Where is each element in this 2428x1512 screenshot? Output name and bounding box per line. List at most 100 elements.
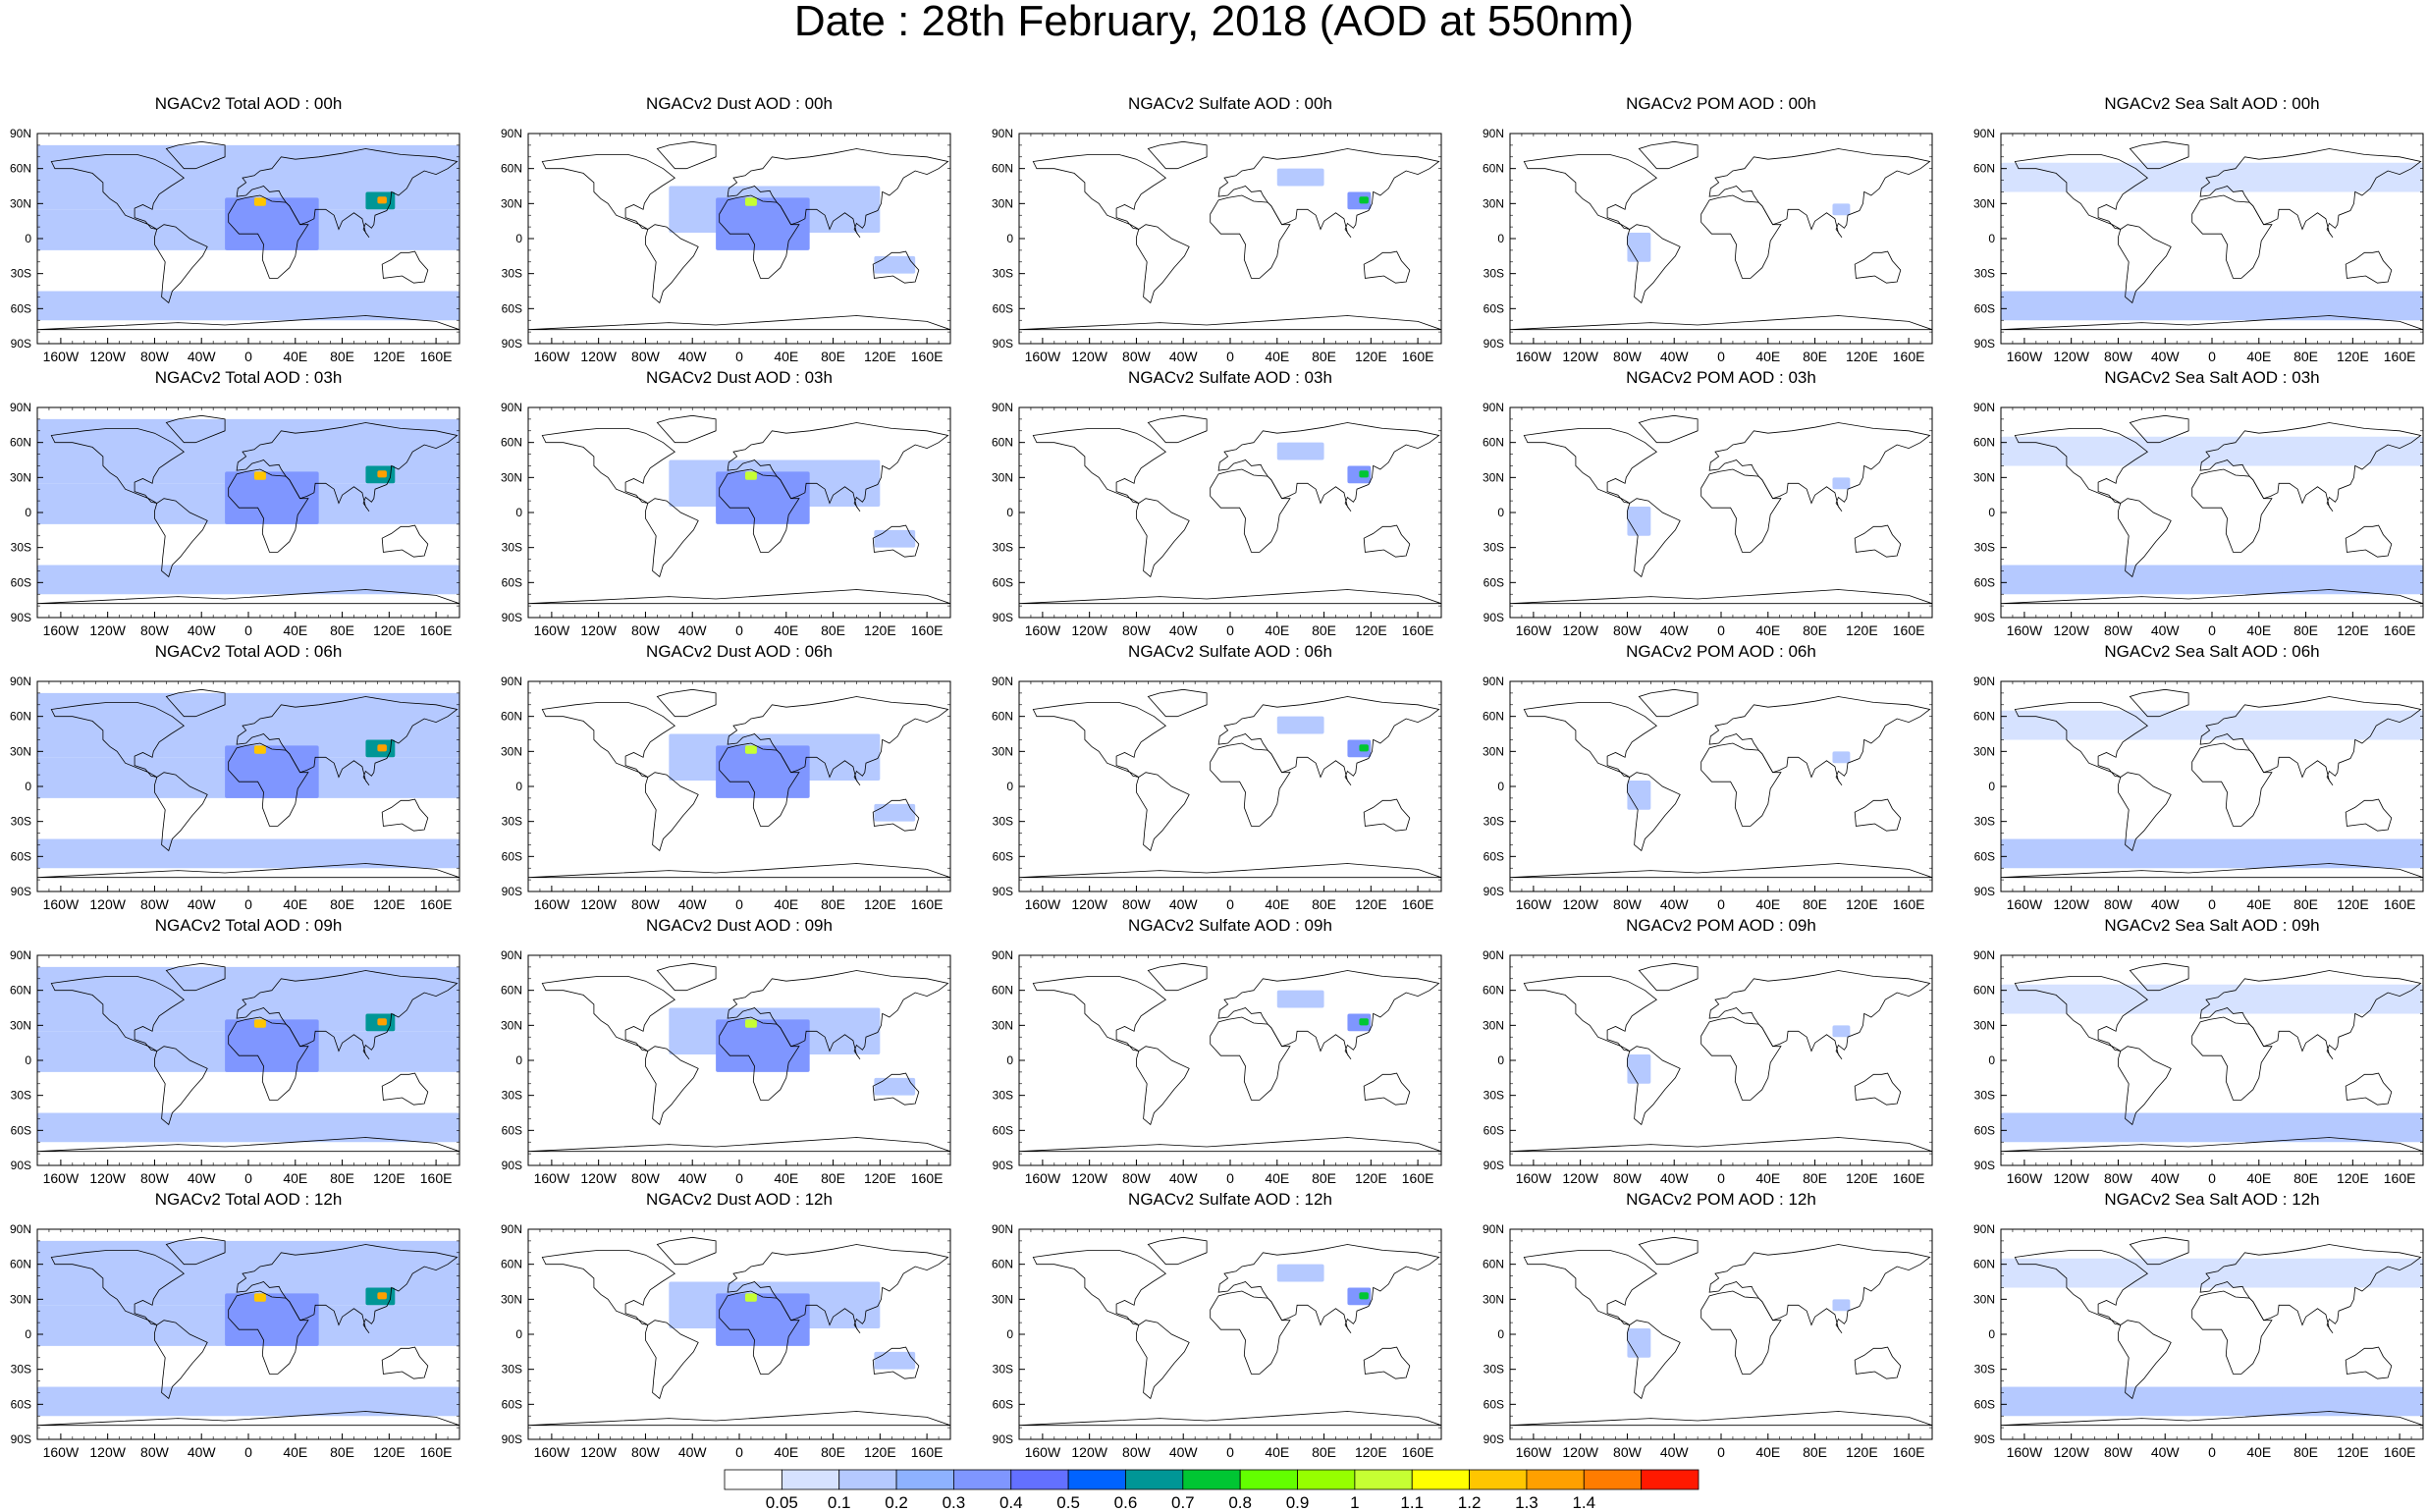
coastline xyxy=(2001,1137,2423,1153)
lon-tick-label: 0 xyxy=(244,622,252,638)
coastline xyxy=(50,154,185,230)
lon-tick-label: 120E xyxy=(864,349,896,364)
coastline xyxy=(2014,1250,2148,1325)
lat-tick-label: 30S xyxy=(1974,541,1995,555)
coastline xyxy=(1627,224,1681,304)
lon-tick-label: 40E xyxy=(1265,1444,1289,1460)
coastline xyxy=(1510,863,1932,879)
lat-tick-label: 30N xyxy=(10,196,31,210)
lat-tick-label: 90S xyxy=(1484,337,1504,351)
lat-tick-label: 30S xyxy=(502,815,522,829)
map-plot: 90N 60N 30N 0 30S 60S 90S 160W 120W 80W 40W 0 40E 80E… xyxy=(10,1222,460,1460)
map-background xyxy=(1019,955,1441,1165)
lon-tick-label: 40E xyxy=(1265,896,1289,912)
lat-tick-label: 30N xyxy=(1483,1018,1504,1032)
lon-tick-label: 80E xyxy=(821,1444,845,1460)
lon-tick-label: 120E xyxy=(373,349,405,364)
lon-tick-label: 40E xyxy=(1755,896,1780,912)
coastline xyxy=(154,224,208,304)
map-background xyxy=(1019,134,1441,344)
lon-tick-label: 80W xyxy=(1122,622,1152,638)
lon-tick-label: 160E xyxy=(1893,1444,1925,1460)
lat-tick-label: 60S xyxy=(993,1397,1013,1411)
lon-tick-label: 0 xyxy=(1226,896,1234,912)
lat-tick-label: 90S xyxy=(502,337,522,351)
coastline xyxy=(2014,702,2148,778)
panel-title: NGACv2 Sulfate AOD : 03h xyxy=(1128,368,1332,387)
coastline xyxy=(656,140,717,170)
lon-tick-label: 0 xyxy=(1717,896,1725,912)
lat-tick-label: 90N xyxy=(1973,675,1995,688)
map-plot: 90N 60N 30N 0 30S 60S 90S 160W 120W 80W 40W 0 40E 80E… xyxy=(1973,127,2424,364)
coastline xyxy=(2191,1016,2273,1101)
lat-tick-label: 0 xyxy=(1497,1053,1504,1067)
lat-tick-label: 60N xyxy=(501,1258,522,1271)
lon-tick-label: 160W xyxy=(534,1444,570,1460)
map-plot: 90N 60N 30N 0 30S 60S 90S 160W 120W 80W 40W 0 40E 80E… xyxy=(1483,675,1933,912)
lon-tick-label: 80W xyxy=(2104,1170,2133,1186)
colorbar-label: 0.9 xyxy=(1286,1493,1310,1512)
lat-tick-label: 30N xyxy=(501,1018,522,1032)
lat-tick-label: 60N xyxy=(1973,710,1995,724)
map-plot: 90N 60N 30N 0 30S 60S 90S 160W 120W 80W 40W 0 40E 80E… xyxy=(992,401,1442,638)
map-background xyxy=(1019,681,1441,891)
lat-tick-label: 0 xyxy=(1006,1053,1013,1067)
lat-tick-label: 90S xyxy=(1484,885,1504,898)
lat-tick-label: 90N xyxy=(992,401,1013,414)
lat-tick-label: 60S xyxy=(1484,575,1504,589)
coastline xyxy=(541,428,675,504)
lat-tick-label: 60N xyxy=(501,162,522,176)
map-panel: NGACv2 POM AOD : 00h 90N 60N 30N 0 30S 60S 90S 1… xyxy=(1473,94,1964,368)
lat-tick-label: 0 xyxy=(1497,506,1504,519)
lon-tick-label: 160E xyxy=(911,622,944,638)
aod-region xyxy=(2001,838,2423,869)
map-background xyxy=(1510,955,1932,1165)
coastline xyxy=(381,250,429,284)
map-background xyxy=(1510,407,1932,618)
lon-tick-label: 120E xyxy=(373,896,405,912)
coastline xyxy=(1523,976,1657,1052)
lon-tick-label: 80E xyxy=(330,1444,354,1460)
aod-region xyxy=(377,1018,387,1026)
lon-tick-label: 120W xyxy=(1071,349,1107,364)
lon-tick-label: 160E xyxy=(1893,622,1925,638)
coastline xyxy=(541,154,675,230)
lon-tick-label: 120E xyxy=(1355,896,1387,912)
colorbar-swatch xyxy=(838,1469,897,1490)
lon-tick-label: 40W xyxy=(678,349,708,364)
lat-tick-label: 0 xyxy=(1988,506,1995,519)
lat-tick-label: 0 xyxy=(515,780,522,793)
lon-tick-label: 0 xyxy=(1226,1170,1234,1186)
lon-tick-label: 160E xyxy=(1402,622,1434,638)
lon-tick-label: 40E xyxy=(283,1444,307,1460)
aod-region xyxy=(253,745,266,754)
lat-tick-label: 30S xyxy=(1484,541,1504,555)
colorbar-swatch xyxy=(1354,1469,1413,1490)
aod-region xyxy=(716,1293,810,1346)
aod-region xyxy=(1832,751,1851,764)
lat-tick-label: 60N xyxy=(1483,984,1504,998)
colorbar-label: 1.3 xyxy=(1515,1493,1538,1512)
lon-tick-label: 40W xyxy=(2151,622,2181,638)
panel-title: NGACv2 Sea Salt AOD : 09h xyxy=(2104,916,2320,935)
lon-tick-label: 160E xyxy=(420,349,453,364)
map-panel: NGACv2 Sea Salt AOD : 00h 90N 60N 30N 0 30S 60… xyxy=(1964,94,2428,368)
coastline xyxy=(37,863,459,879)
coastline xyxy=(1210,1016,1291,1101)
colorbar-swatch xyxy=(1125,1469,1184,1490)
lon-tick-label: 80E xyxy=(330,896,354,912)
coastline xyxy=(1627,498,1681,578)
panel-title: NGACv2 Sea Salt AOD : 03h xyxy=(2104,368,2320,387)
lon-tick-label: 80W xyxy=(1122,1170,1152,1186)
lat-tick-label: 90S xyxy=(502,1432,522,1446)
coastline xyxy=(154,1320,208,1400)
lat-tick-label: 90S xyxy=(1484,611,1504,624)
lon-tick-label: 160W xyxy=(534,1170,570,1186)
lon-tick-label: 120W xyxy=(1562,1444,1598,1460)
panel-title: NGACv2 Sulfate AOD : 06h xyxy=(1128,642,1332,661)
lat-tick-label: 60S xyxy=(502,849,522,863)
coastline xyxy=(1032,428,1166,504)
aod-region xyxy=(1359,470,1369,478)
map-plot: 90N 60N 30N 0 30S 60S 90S 160W 120W 80W 40W 0 40E 80E… xyxy=(10,127,460,364)
lon-tick-label: 40W xyxy=(188,896,217,912)
